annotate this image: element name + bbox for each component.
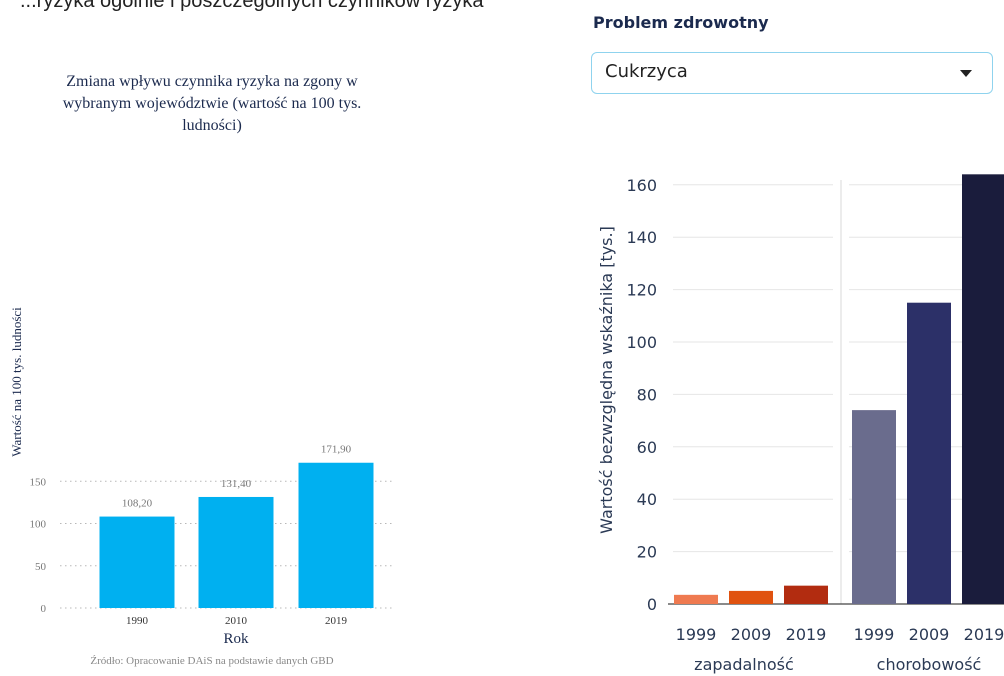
- dropdown-selected-value: Cukrzyca: [605, 61, 688, 82]
- left-chart-title-line-3: ludności): [182, 117, 242, 134]
- left-chart-title-line-1: Zmiana wpływu czynnika ryzyka na zgony w: [66, 73, 358, 90]
- right-bar: [729, 590, 773, 604]
- right-y-tick-label: 60: [637, 438, 657, 457]
- left-x-tick-label: 2010: [225, 615, 248, 627]
- right-x-tick-label: 2019: [786, 625, 827, 644]
- left-y-tick-label: 0: [41, 603, 47, 615]
- left-chart-title-line-2: wybranym województwie (wartość na 100 ty…: [63, 95, 362, 112]
- left-y-tick-label: 150: [30, 476, 47, 488]
- left-bar-value-label: 108,20: [122, 498, 153, 510]
- right-x-tick-label: 2009: [909, 625, 950, 644]
- right-chart: Wartość bezwzględna wskaźnika [tys.] 0 20…: [597, 174, 1004, 674]
- right-y-tick-label: 0: [647, 595, 657, 614]
- right-y-tick-label: 140: [626, 228, 657, 247]
- right-bar: [962, 174, 1004, 604]
- right-x-tick-label: 2009: [731, 625, 772, 644]
- right-y-tick-label: 40: [637, 490, 657, 509]
- right-group-label: chorobowość: [877, 655, 982, 674]
- caret-down-icon[interactable]: [960, 70, 972, 77]
- right-x-tick-label: 2019: [964, 625, 1004, 644]
- left-bar-value-label: 131,40: [221, 478, 252, 490]
- left-bar-value-label: 171,90: [321, 444, 352, 456]
- left-bar: [198, 496, 274, 608]
- left-chart-xlabel: Rok: [223, 631, 249, 647]
- right-bar: [784, 585, 828, 604]
- right-y-tick-label: 120: [626, 281, 657, 300]
- right-bar: [852, 410, 896, 604]
- left-x-tick-label: 2019: [325, 615, 348, 627]
- right-bar: [907, 302, 951, 604]
- right-y-tick-label: 20: [637, 543, 657, 562]
- left-chart-ylabel: Wartość na 100 tys. ludności: [9, 307, 24, 457]
- left-chart-source: Źródło: Opracowanie DAiS na podstawie da…: [90, 655, 333, 667]
- left-chart: Zmiana wpływu czynnika ryzyka na zgony w…: [9, 73, 395, 667]
- problem-label: Problem zdrowotny: [593, 13, 769, 32]
- left-bar: [298, 462, 374, 608]
- right-y-tick-label: 100: [626, 333, 657, 352]
- right-x-tick-label: 1999: [854, 625, 895, 644]
- left-y-tick-label: 50: [35, 561, 47, 573]
- header-fragment: ...ryzyka ogólnie i poszczególnych czynn…: [20, 0, 484, 12]
- problem-dropdown[interactable]: Cukrzyca: [591, 52, 993, 94]
- right-x-tick-label: 1999: [676, 625, 717, 644]
- right-y-tick-label: 160: [626, 176, 657, 195]
- left-x-tick-label: 1990: [126, 615, 149, 627]
- right-bar: [674, 594, 718, 604]
- right-group-label: zapadalność: [694, 655, 794, 674]
- right-chart-ylabel: Wartość bezwzględna wskaźnika [tys.]: [597, 226, 616, 534]
- right-y-tick-label: 80: [637, 385, 657, 404]
- left-y-tick-label: 100: [30, 519, 47, 531]
- left-bar: [99, 516, 175, 608]
